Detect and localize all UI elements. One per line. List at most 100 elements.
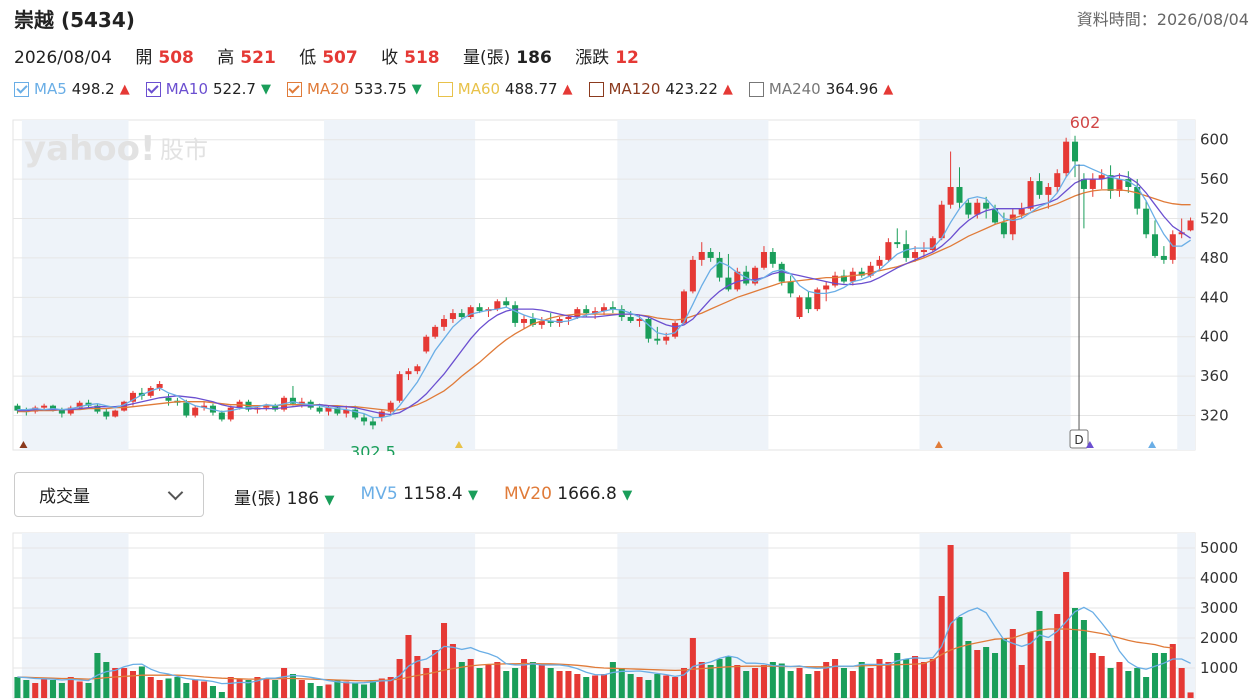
candle-body — [378, 411, 385, 418]
volume-bar — [245, 680, 252, 698]
volume-bar — [814, 671, 821, 698]
volume-bar — [627, 674, 634, 698]
candle-body — [707, 252, 714, 258]
volume-bar — [680, 668, 688, 698]
volume-bar — [805, 674, 812, 698]
candle-body — [600, 307, 608, 312]
candle-body — [956, 186, 963, 203]
arrow-up-icon: ▲ — [119, 81, 130, 97]
ma-value: 423.22 — [665, 80, 718, 98]
volume-bar — [849, 671, 856, 698]
candle-body — [618, 309, 625, 318]
volume-bar — [1160, 653, 1167, 698]
candle-body — [716, 257, 723, 278]
checkbox-icon[interactable] — [748, 81, 764, 97]
volume-bar — [725, 656, 732, 698]
candle-body — [494, 301, 501, 310]
y-tick-label: 360 — [1200, 367, 1229, 385]
quote-date: 2026/08/04 — [14, 48, 112, 68]
volume-chart[interactable]: 1000 2000 3000 4000 5000 — [0, 530, 1257, 700]
volume-bar — [289, 674, 296, 698]
quote-open: 開 508 — [135, 48, 194, 68]
candle-body — [156, 384, 163, 388]
candle-body — [343, 409, 350, 414]
ma-legend-ma10[interactable]: MA10 522.7 ▼ — [145, 80, 271, 98]
volume-bar — [325, 684, 332, 698]
checkbox-icon[interactable] — [588, 81, 604, 97]
ma-legend-ma120[interactable]: MA120 423.22 ▲ — [588, 80, 733, 98]
y-tick-label: 400 — [1200, 328, 1229, 346]
indicator-select[interactable]: 成交量 — [14, 472, 204, 517]
y-tick-label: 560 — [1200, 170, 1229, 188]
volume-bar — [378, 678, 385, 698]
volume-bar — [760, 665, 767, 698]
candle-body — [405, 371, 412, 375]
volume-bar — [574, 674, 581, 698]
candle-body — [1169, 234, 1176, 260]
candle-body — [325, 407, 332, 412]
candle-body — [760, 252, 767, 268]
candle-body — [41, 405, 48, 408]
volume-bar — [929, 659, 936, 698]
volume-bar — [467, 659, 474, 698]
volume-bar — [14, 677, 21, 698]
price-chart[interactable]: 320 360 400 440 480 520 560 600 yahoo! 股市 602 302.5… — [0, 115, 1257, 455]
min-price-label: 302.5 — [350, 442, 396, 455]
ma-value: 533.75 — [354, 80, 407, 98]
volume-bar — [272, 680, 279, 698]
candle-body — [201, 405, 208, 408]
watermark-logo: yahoo! — [24, 129, 156, 169]
candle-body — [796, 297, 803, 318]
volume-bar — [974, 650, 981, 698]
checkbox-icon[interactable] — [14, 81, 29, 97]
ma-legend-ma5[interactable]: MA5 498.2 ▲ — [14, 80, 130, 98]
checkbox-icon[interactable] — [286, 81, 302, 97]
candle-body — [583, 309, 590, 314]
volume-bar — [352, 683, 359, 698]
candle-body — [423, 336, 430, 352]
candle-body — [849, 271, 856, 282]
volume-bar — [441, 623, 448, 698]
candle-body — [1160, 255, 1167, 260]
candle-body — [823, 285, 830, 290]
volume-bar — [920, 662, 927, 698]
data-time: 資料時間：2026/08/04 — [1076, 10, 1249, 29]
candle-body — [165, 397, 172, 401]
volume-bar — [1107, 668, 1114, 698]
volume-bar — [361, 684, 368, 698]
y-tick-label: 440 — [1200, 288, 1229, 306]
candle-body — [1009, 214, 1016, 235]
candle-body — [805, 297, 812, 310]
checkbox-icon[interactable] — [437, 81, 453, 97]
candle-body — [396, 374, 403, 401]
volume-bar — [734, 665, 741, 698]
volume-bar — [1089, 653, 1096, 698]
candle-body — [885, 242, 892, 260]
volume-bar — [387, 677, 394, 698]
event-triangle-icon — [934, 441, 943, 448]
volume-bar — [840, 668, 847, 698]
candle-body — [929, 238, 936, 251]
ma-legend-ma60[interactable]: MA60 488.77 ▲ — [437, 80, 573, 98]
candle-body — [58, 409, 65, 414]
candle-body — [458, 313, 465, 318]
volume-bar — [192, 680, 199, 698]
candle-body — [627, 317, 634, 321]
volume-bar — [823, 662, 830, 698]
volume-bar — [369, 680, 376, 698]
volume-bar — [565, 671, 572, 698]
candle-body — [1089, 179, 1096, 189]
ma-name: MA240 — [768, 80, 821, 98]
candle-body — [369, 421, 376, 426]
volume-bar — [263, 678, 270, 698]
candle-body — [432, 326, 439, 337]
candle-body — [103, 411, 110, 417]
ma-legend-ma240[interactable]: MA240 364.96 ▲ — [748, 80, 893, 98]
volume-bar — [885, 662, 892, 698]
volume-bar — [1134, 668, 1141, 698]
volume-bar — [183, 683, 190, 698]
candle-body — [449, 313, 456, 319]
candle-body — [441, 318, 448, 327]
ma-legend-ma20[interactable]: MA20 533.75 ▼ — [286, 80, 422, 98]
checkbox-icon[interactable] — [145, 81, 161, 97]
